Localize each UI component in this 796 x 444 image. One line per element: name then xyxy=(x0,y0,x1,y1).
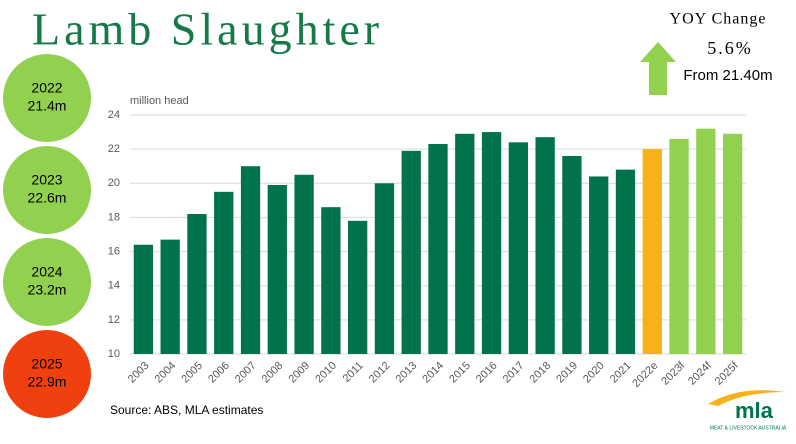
y-tick-label: 10 xyxy=(108,348,120,360)
x-tick-label: 2018 xyxy=(528,360,554,386)
bar xyxy=(589,176,609,354)
x-tick-label: 2008 xyxy=(260,360,286,386)
x-tick-label: 2004 xyxy=(153,360,179,386)
x-tick-label: 2025f xyxy=(713,359,742,388)
logo-tagline: MEAT & LIVESTOCK AUSTRALIA xyxy=(710,425,787,431)
highlight-year: 2025 xyxy=(31,356,62,372)
x-tick-label: 2017 xyxy=(501,360,527,386)
y-tick-label: 14 xyxy=(108,280,120,292)
source: Source: ABS, MLA estimates xyxy=(110,403,263,417)
bar xyxy=(535,137,555,354)
highlight-circle xyxy=(3,330,91,418)
x-tick-label: 2015 xyxy=(447,360,473,386)
bar xyxy=(428,144,448,354)
bar xyxy=(615,169,636,354)
yoy-from: From 21.40m xyxy=(683,67,772,84)
highlight-circle xyxy=(3,54,91,142)
highlight-year: 2022 xyxy=(31,80,62,96)
y-tick-label: 16 xyxy=(108,245,120,257)
x-tick-label: 2012 xyxy=(367,360,393,386)
yoy-heading: YOY Change xyxy=(670,11,767,28)
x-tick-label: 2003 xyxy=(126,360,152,386)
bar xyxy=(214,191,234,354)
highlight-value: 22.6m xyxy=(28,190,67,206)
highlight-year: 2023 xyxy=(31,172,62,188)
highlight-value: 23.2m xyxy=(28,282,67,298)
bar xyxy=(374,183,395,354)
bar xyxy=(187,214,207,354)
y-tick-label: 22 xyxy=(108,143,120,155)
bar xyxy=(133,244,154,354)
bar xyxy=(669,138,689,354)
x-tick-label: 2020 xyxy=(581,360,607,386)
x-tick-label: 2024f xyxy=(686,359,715,388)
x-tick-label: 2016 xyxy=(474,360,500,386)
bar xyxy=(508,142,528,354)
bar xyxy=(160,239,180,354)
x-tick-label: 2019 xyxy=(554,360,580,386)
highlight-circle xyxy=(3,146,91,234)
highlight-circle xyxy=(3,238,91,326)
bar xyxy=(481,132,502,354)
x-tick-label: 2011 xyxy=(341,360,366,385)
bar xyxy=(642,149,662,354)
up-arrow xyxy=(640,42,676,95)
y-tick-label: 18 xyxy=(108,211,120,223)
x-tick-label: 2006 xyxy=(206,360,232,386)
x-tick-label: 2010 xyxy=(313,360,339,386)
x-tick-label: 2022e xyxy=(630,360,660,390)
x-tick-label: 2014 xyxy=(420,360,446,386)
bar xyxy=(401,150,421,354)
bar xyxy=(267,184,287,354)
x-tick-label: 2023f xyxy=(659,359,688,388)
y-tick-label: 20 xyxy=(108,177,120,189)
slide-title: Lamb Slaughter xyxy=(32,4,383,55)
x-tick-label: 2013 xyxy=(394,360,420,386)
bar xyxy=(240,166,261,354)
bar xyxy=(321,207,341,354)
bar xyxy=(294,174,314,354)
bar xyxy=(455,133,475,354)
logo-swoosh xyxy=(708,390,785,406)
bar xyxy=(722,133,743,354)
highlight-value: 22.9m xyxy=(28,374,67,390)
bar xyxy=(348,220,368,354)
y-axis-label: million head xyxy=(130,95,189,107)
logo-name: mla xyxy=(735,398,774,423)
bar xyxy=(562,155,582,354)
x-tick-label: 2007 xyxy=(233,360,259,386)
yoy-change: 5.6% xyxy=(707,38,753,58)
y-tick-label: 24 xyxy=(108,109,120,121)
x-tick-label: 2009 xyxy=(286,360,312,386)
highlight-value: 21.4m xyxy=(28,98,67,114)
x-tick-label: 2005 xyxy=(179,360,205,386)
highlight-year: 2024 xyxy=(31,264,62,280)
y-tick-label: 12 xyxy=(108,314,120,326)
bar xyxy=(696,128,716,354)
